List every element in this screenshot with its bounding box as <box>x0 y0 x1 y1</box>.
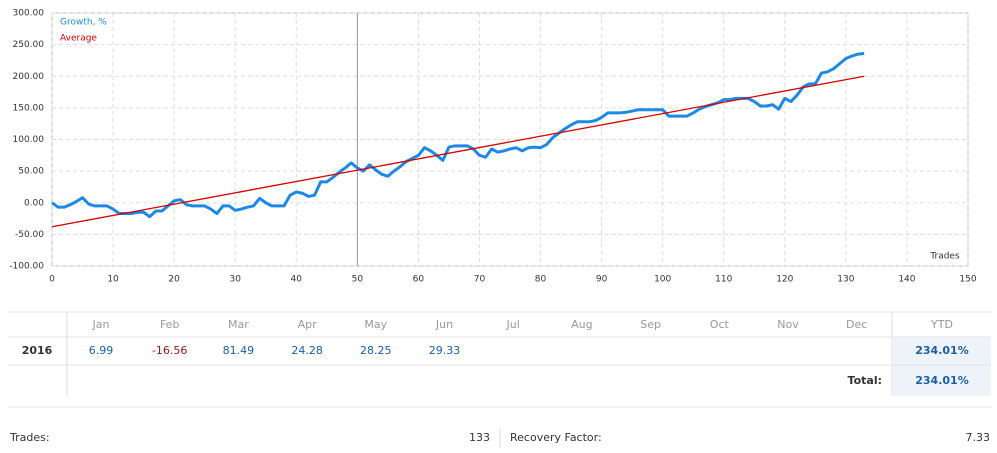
ytd-header: YTD <box>930 318 953 331</box>
y-tick-label: -100.00 <box>9 262 44 272</box>
x-tick-label: 70 <box>474 275 486 285</box>
x-tick-label: 120 <box>776 275 793 285</box>
y-tick-label: 0.00 <box>24 198 44 208</box>
series-line <box>51 75 865 228</box>
y-tick-label: 250.00 <box>13 40 45 50</box>
month-header: May <box>364 318 387 331</box>
month-value: -16.56 <box>152 344 187 357</box>
stat-label: Recovery Factor: <box>510 431 602 444</box>
month-header: Jun <box>435 318 453 331</box>
ytd-bg <box>892 337 991 396</box>
ytd-value: 234.01% <box>915 344 968 357</box>
month-header: Mar <box>228 318 249 331</box>
x-tick-label: 140 <box>898 275 915 285</box>
stat-value: 7.33 <box>966 431 991 444</box>
x-tick-label: 60 <box>413 275 425 285</box>
total-value: 234.01% <box>915 374 968 387</box>
month-header: Jul <box>506 318 520 331</box>
month-header: Apr <box>298 318 318 331</box>
stat-label: Trades: <box>9 431 50 444</box>
month-header: Nov <box>777 318 799 331</box>
y-tick-label: 50.00 <box>18 167 44 177</box>
month-value: 81.49 <box>223 344 255 357</box>
x-tick-label: 150 <box>959 275 976 285</box>
x-tick-label: 90 <box>596 275 608 285</box>
x-tick-label: 40 <box>291 275 303 285</box>
x-tick-label: 80 <box>535 275 547 285</box>
series-line <box>51 51 865 219</box>
month-value: 6.99 <box>89 344 114 357</box>
month-header: Dec <box>846 318 867 331</box>
x-tick-label: 20 <box>168 275 180 285</box>
x-tick-label: 30 <box>229 275 241 285</box>
total-label: Total: <box>848 374 882 387</box>
stat-value: 133 <box>469 431 490 444</box>
x-tick-label: 100 <box>654 275 671 285</box>
month-header: Sep <box>640 318 661 331</box>
legend-entry: Growth, % <box>60 18 107 28</box>
y-tick-label: 150.00 <box>13 103 45 113</box>
month-header: Jan <box>92 318 110 331</box>
x-tick-label: 50 <box>352 275 364 285</box>
y-tick-label: -50.00 <box>15 230 44 240</box>
x-tick-label: 0 <box>49 275 55 285</box>
y-tick-label: 100.00 <box>13 135 45 145</box>
y-tick-label: 300.00 <box>13 9 45 19</box>
month-value: 24.28 <box>291 344 323 357</box>
x-axis-label: Trades <box>929 252 960 262</box>
year-label: 2016 <box>22 344 53 357</box>
month-value: 29.33 <box>429 344 461 357</box>
month-header: Aug <box>571 318 592 331</box>
legend-entry: Average <box>60 34 97 44</box>
x-tick-label: 110 <box>715 275 732 285</box>
month-header: Feb <box>160 318 179 331</box>
x-tick-label: 10 <box>107 275 119 285</box>
y-tick-label: 200.00 <box>13 72 45 82</box>
month-value: 28.25 <box>360 344 392 357</box>
month-header: Oct <box>710 318 730 331</box>
x-tick-label: 130 <box>837 275 854 285</box>
